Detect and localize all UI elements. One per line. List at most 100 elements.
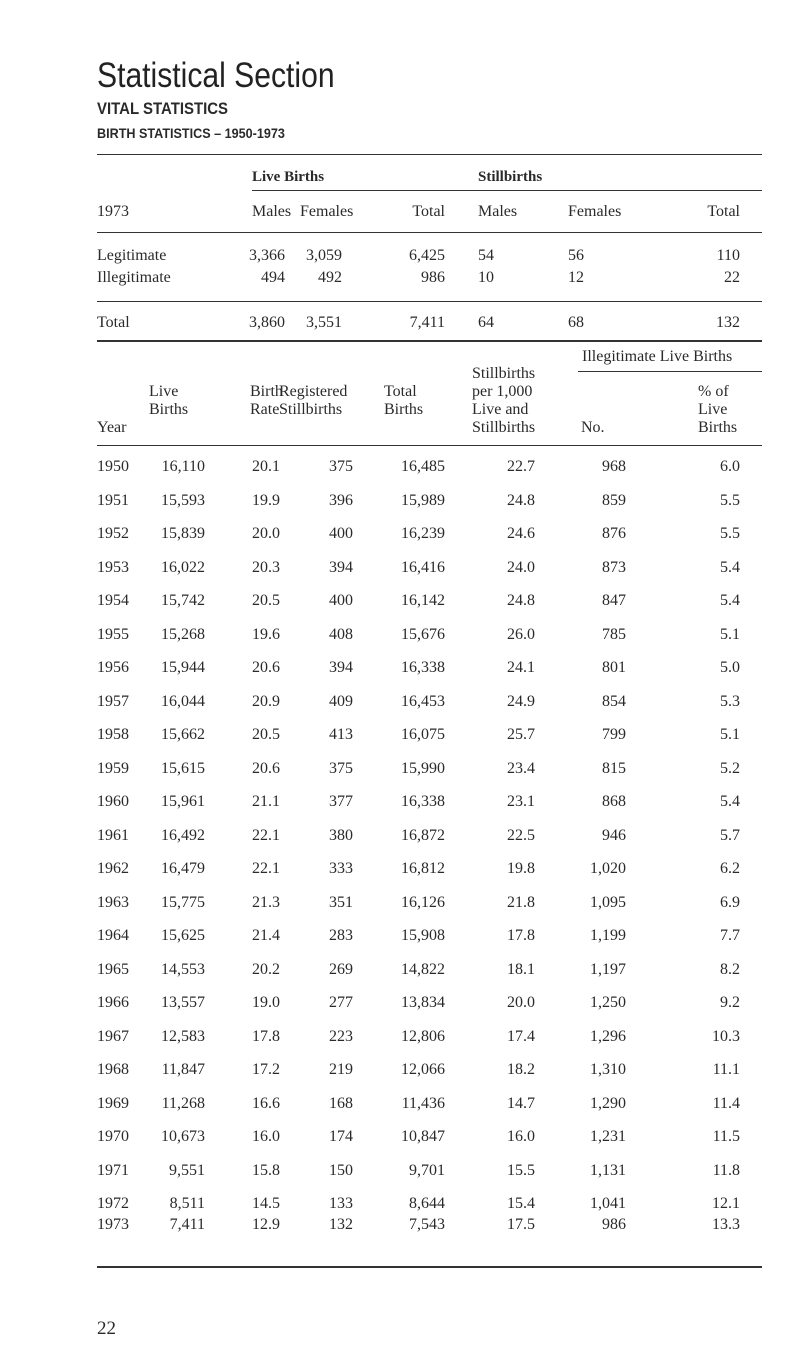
table-cell: 1957: [97, 692, 129, 710]
table-cell: 20.9: [252, 692, 280, 710]
header-registered-stillbirths: Registered: [279, 383, 348, 400]
table-cell: 1966: [97, 994, 129, 1011]
table-cell: 15,961: [161, 793, 205, 810]
divider: [97, 154, 762, 155]
header-live-births: Births: [149, 401, 189, 418]
table-cell: 1955: [97, 625, 129, 643]
table-cell: 12,583: [161, 1027, 205, 1045]
table-cell: 5.3: [720, 692, 740, 710]
table-cell: 873: [602, 558, 626, 576]
table-cell: 859: [602, 491, 626, 509]
header-live-births: Live: [149, 383, 179, 400]
table-cell: 1,296: [590, 1027, 626, 1045]
header-illegitimate-live-births: Illegitimate Live Births: [582, 348, 733, 365]
table-cell: 25.7: [507, 726, 535, 743]
table-cell: 23.4: [507, 759, 535, 777]
table-cell: 1950: [97, 458, 129, 475]
table-cell: 16,126: [401, 893, 445, 911]
header-registered-stillbirths: Stillbirths: [279, 401, 343, 418]
table-cell: 17.8: [507, 927, 535, 944]
table-cell: 10,673: [161, 1128, 205, 1145]
table-cell: 20.2: [252, 960, 280, 978]
table-cell: 132: [329, 1216, 353, 1233]
table-cell: 19.8: [507, 860, 535, 877]
table-cell: 269: [329, 960, 353, 978]
table-cell: 6.9: [720, 893, 740, 911]
table-cell: 14,553: [161, 960, 205, 978]
table-cell: 1970: [97, 1128, 129, 1145]
table-cell: 15,989: [401, 491, 445, 509]
divider: [97, 301, 762, 302]
divider: [97, 1266, 762, 1268]
table-cell: 15,775: [161, 893, 205, 911]
header-stillbirths: Stillbirths: [478, 169, 543, 185]
row-label: Total: [97, 314, 130, 331]
table-cell: 1,131: [590, 1161, 626, 1179]
table-cell: 1967: [97, 1027, 129, 1045]
table-cell: 21.1: [252, 793, 280, 810]
table-cell: 15,662: [161, 726, 205, 743]
table-cell: 150: [329, 1161, 353, 1179]
section-heading: VITAL STATISTICS: [97, 99, 229, 118]
divider: [97, 445, 762, 446]
table-cell: 333: [329, 860, 353, 877]
table-cell: 277: [329, 994, 353, 1011]
table-cell: 16,142: [401, 592, 445, 609]
table-cell: 10: [478, 269, 494, 286]
table-cell: 16,453: [401, 692, 445, 710]
table-cell: 11.5: [712, 1128, 740, 1145]
table-cell: 219: [329, 1061, 353, 1078]
table-cell: 15,908: [401, 927, 445, 944]
table-cell: 15.5: [507, 1161, 535, 1179]
page-number: 22: [97, 1318, 116, 1339]
table-cell: 15,268: [161, 625, 205, 643]
table-cell: 815: [602, 759, 626, 777]
header-stillbirth-rate: Live and: [472, 401, 529, 418]
table-cell: 351: [329, 893, 353, 911]
table-cell: 68: [568, 314, 584, 331]
table-cell: 24.1: [507, 659, 535, 676]
table-cell: 12.1: [712, 1195, 740, 1212]
table-cell: 10.3: [712, 1027, 740, 1045]
table-cell: 409: [329, 692, 353, 710]
header-stillbirth-rate: Stillbirths: [472, 365, 536, 382]
table-cell: 876: [602, 525, 626, 542]
table-cell: 5.2: [720, 759, 740, 777]
table-cell: 1973: [97, 1216, 129, 1233]
table-cell: 377: [329, 793, 353, 810]
table-cell: 1968: [97, 1061, 129, 1078]
table-cell: 3,059: [306, 247, 342, 264]
table-cell: 13.3: [712, 1216, 740, 1233]
table-cell: 15,676: [401, 625, 445, 643]
header-illegitimate-number: No.: [581, 419, 605, 436]
table-cell: 16.0: [507, 1128, 535, 1145]
header-illegitimate-percent: Births: [698, 419, 738, 436]
table-cell: 5.4: [720, 592, 740, 609]
table-cell: 12: [568, 269, 584, 286]
table-cell: 22.7: [507, 458, 535, 475]
table-cell: 968: [602, 458, 626, 475]
table-cell: 14.5: [252, 1195, 280, 1212]
table-cell: 14,822: [401, 960, 445, 978]
table-cell: 18.2: [507, 1061, 535, 1078]
header-birth-rate: Birth: [250, 383, 283, 400]
table-cell: 1951: [97, 491, 129, 509]
table-cell: 22: [724, 269, 740, 286]
table-cell: 8,644: [409, 1195, 445, 1212]
table-cell: 5.4: [720, 793, 740, 810]
table-cell: 1971: [97, 1161, 129, 1179]
table-cell: 10,847: [401, 1128, 445, 1145]
table-cell: 1964: [97, 927, 129, 944]
table-cell: 14.7: [507, 1094, 535, 1112]
table-cell: 1,290: [590, 1094, 626, 1112]
table-cell: 6.0: [720, 458, 740, 475]
table-cell: 1,310: [590, 1061, 626, 1078]
table-cell: 1963: [97, 893, 129, 911]
table-cell: 16,110: [161, 458, 205, 475]
table-cell: 394: [329, 659, 353, 676]
table-cell: 5.5: [720, 525, 740, 542]
row-year-label: 1973: [97, 203, 129, 220]
table-cell: 24.0: [507, 558, 535, 576]
table-cell: 16,044: [161, 692, 205, 710]
page-title: Statistical Section: [97, 56, 335, 95]
